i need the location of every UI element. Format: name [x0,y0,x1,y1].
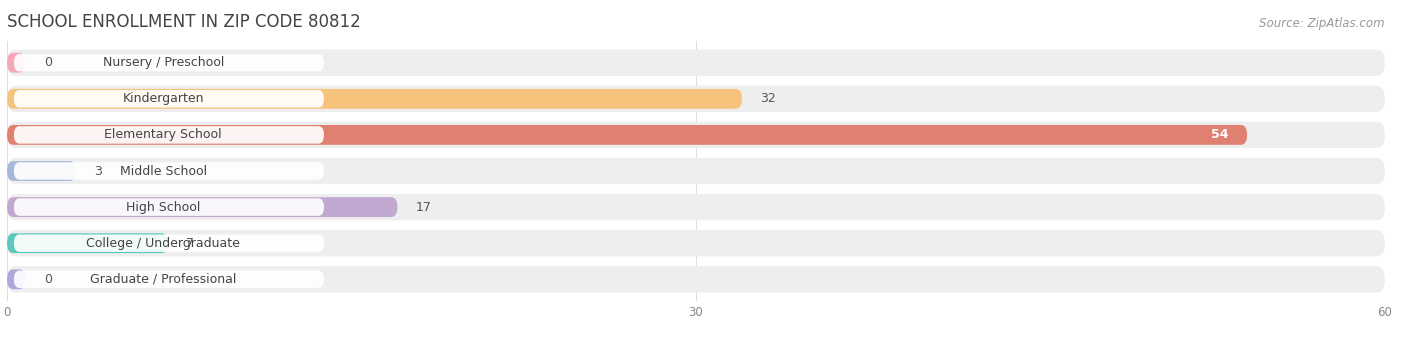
FancyBboxPatch shape [14,235,323,252]
FancyBboxPatch shape [14,90,323,107]
Text: Elementary School: Elementary School [104,128,222,141]
FancyBboxPatch shape [7,53,25,73]
FancyBboxPatch shape [7,161,76,181]
Text: Kindergarten: Kindergarten [122,92,204,105]
FancyBboxPatch shape [7,158,1385,184]
FancyBboxPatch shape [7,50,1385,76]
FancyBboxPatch shape [7,230,1385,256]
Text: Middle School: Middle School [120,165,207,177]
FancyBboxPatch shape [7,197,398,217]
FancyBboxPatch shape [14,198,323,216]
FancyBboxPatch shape [14,162,323,180]
FancyBboxPatch shape [7,269,25,289]
Text: 7: 7 [186,237,194,250]
FancyBboxPatch shape [7,194,1385,220]
Text: College / Undergraduate: College / Undergraduate [86,237,240,250]
FancyBboxPatch shape [14,271,323,288]
Text: 32: 32 [761,92,776,105]
FancyBboxPatch shape [14,54,323,71]
FancyBboxPatch shape [14,126,323,144]
FancyBboxPatch shape [7,125,1247,145]
Text: Graduate / Professional: Graduate / Professional [90,273,236,286]
FancyBboxPatch shape [7,266,1385,292]
Text: 0: 0 [44,273,52,286]
Text: 54: 54 [1211,128,1229,141]
Text: SCHOOL ENROLLMENT IN ZIP CODE 80812: SCHOOL ENROLLMENT IN ZIP CODE 80812 [7,13,361,31]
FancyBboxPatch shape [7,233,167,253]
Text: 3: 3 [94,165,103,177]
FancyBboxPatch shape [7,122,1385,148]
FancyBboxPatch shape [7,89,742,109]
Text: High School: High School [127,201,201,214]
Text: 17: 17 [416,201,432,214]
Text: Nursery / Preschool: Nursery / Preschool [103,56,224,69]
Text: Source: ZipAtlas.com: Source: ZipAtlas.com [1260,17,1385,30]
FancyBboxPatch shape [7,86,1385,112]
Text: 0: 0 [44,56,52,69]
